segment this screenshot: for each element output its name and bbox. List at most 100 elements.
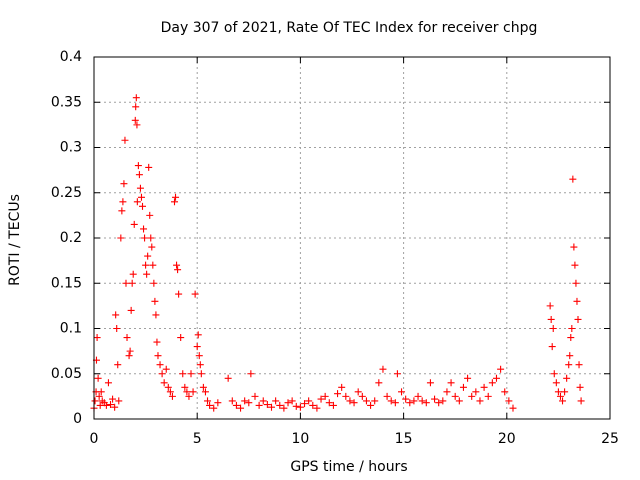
data-point bbox=[127, 306, 135, 314]
data-point bbox=[129, 270, 137, 278]
data-point bbox=[113, 325, 121, 332]
data-point bbox=[181, 383, 189, 391]
data-point bbox=[576, 383, 584, 391]
plot-frame bbox=[93, 56, 611, 420]
data-point bbox=[284, 399, 292, 407]
data-point bbox=[354, 388, 362, 396]
data-point bbox=[173, 261, 181, 269]
y-tick-label: 0.25 bbox=[51, 185, 82, 201]
data-point bbox=[228, 397, 236, 405]
data-point bbox=[201, 388, 209, 396]
y-axis-label: ROTI / TECUs bbox=[7, 194, 23, 286]
data-point bbox=[410, 397, 418, 405]
data-point bbox=[549, 325, 557, 332]
data-point bbox=[263, 401, 271, 409]
data-point bbox=[115, 397, 123, 405]
data-point bbox=[132, 94, 140, 102]
data-point bbox=[232, 401, 240, 409]
data-point bbox=[177, 334, 185, 342]
data-point bbox=[183, 388, 191, 396]
data-point bbox=[272, 397, 280, 405]
data-point bbox=[402, 395, 410, 403]
data-point bbox=[568, 325, 576, 332]
y-tick-label: 0.15 bbox=[51, 275, 82, 291]
data-point bbox=[418, 397, 426, 405]
data-points bbox=[90, 94, 585, 412]
data-point bbox=[91, 397, 99, 405]
data-point bbox=[134, 162, 142, 170]
data-point bbox=[464, 374, 472, 382]
data-point bbox=[109, 395, 117, 403]
data-point bbox=[95, 392, 103, 400]
data-point bbox=[104, 379, 112, 387]
data-point bbox=[288, 397, 296, 405]
data-point bbox=[154, 352, 162, 360]
data-point bbox=[426, 379, 434, 387]
data-point bbox=[150, 279, 158, 287]
data-point bbox=[199, 383, 207, 391]
data-point bbox=[451, 392, 459, 400]
data-point bbox=[367, 401, 375, 409]
data-point bbox=[133, 198, 141, 206]
data-point bbox=[276, 401, 284, 409]
data-point bbox=[133, 121, 141, 129]
y-tick-label: 0.2 bbox=[60, 230, 82, 246]
data-point bbox=[280, 404, 288, 412]
data-point bbox=[321, 392, 329, 400]
data-point bbox=[189, 388, 197, 396]
data-point bbox=[567, 334, 575, 342]
data-point bbox=[94, 374, 102, 382]
data-point bbox=[122, 279, 130, 287]
data-point bbox=[317, 395, 325, 403]
x-axis-label: GPS time / hours bbox=[290, 459, 407, 475]
data-point bbox=[146, 211, 154, 219]
data-point bbox=[145, 163, 153, 171]
data-point bbox=[96, 401, 104, 409]
data-point bbox=[439, 397, 447, 405]
data-point bbox=[313, 404, 321, 412]
data-point bbox=[406, 399, 414, 407]
data-point bbox=[565, 361, 573, 369]
data-point bbox=[391, 399, 399, 407]
data-point bbox=[126, 347, 134, 355]
data-point bbox=[224, 374, 232, 382]
data-point bbox=[137, 193, 145, 201]
data-point bbox=[102, 401, 110, 409]
data-point bbox=[214, 399, 222, 407]
data-point bbox=[139, 202, 147, 210]
data-point bbox=[149, 261, 157, 269]
data-point bbox=[255, 401, 263, 409]
data-point bbox=[111, 403, 119, 411]
data-point bbox=[570, 243, 578, 251]
data-point bbox=[329, 401, 337, 409]
y-tick-label: 0.35 bbox=[51, 94, 82, 110]
data-point bbox=[387, 397, 395, 405]
x-tick-label: 15 bbox=[395, 431, 413, 447]
data-point bbox=[119, 198, 127, 206]
data-point bbox=[505, 397, 513, 405]
data-point bbox=[566, 352, 574, 360]
data-point bbox=[342, 392, 350, 400]
data-point bbox=[123, 334, 131, 342]
data-point bbox=[350, 399, 358, 407]
data-point bbox=[195, 352, 203, 360]
y-tick-label: 0.1 bbox=[60, 321, 82, 337]
data-point bbox=[168, 392, 176, 400]
data-point bbox=[574, 315, 582, 323]
chart-title: Day 307 of 2021, Rate Of TEC Index for r… bbox=[161, 20, 538, 36]
data-point bbox=[170, 198, 178, 206]
x-tick-label: 10 bbox=[291, 431, 309, 447]
data-point bbox=[210, 404, 218, 412]
data-point bbox=[571, 261, 579, 269]
data-point bbox=[141, 234, 149, 242]
data-point bbox=[172, 193, 180, 201]
data-point bbox=[292, 402, 300, 410]
data-point bbox=[338, 383, 346, 391]
data-point bbox=[443, 388, 451, 396]
data-point bbox=[121, 136, 129, 144]
data-point bbox=[548, 343, 556, 351]
data-point bbox=[492, 374, 500, 382]
data-point bbox=[125, 352, 133, 360]
data-point bbox=[431, 395, 439, 403]
